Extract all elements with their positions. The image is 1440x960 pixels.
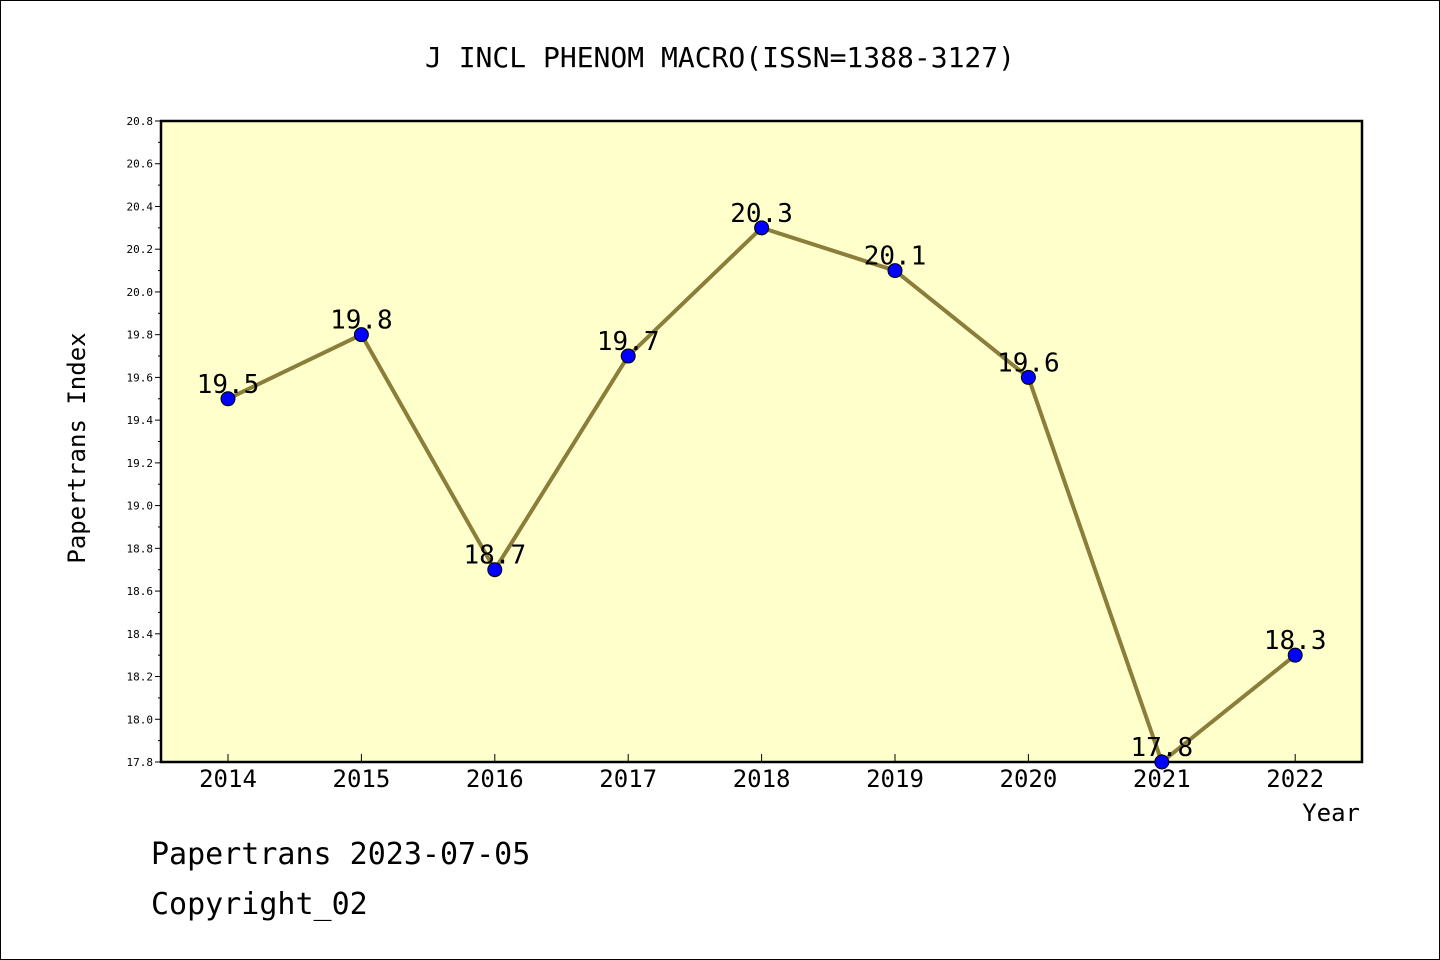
x-tick-label: 2016 (466, 765, 524, 793)
data-point (754, 220, 770, 236)
y-tick-label: 19.4 (127, 414, 154, 427)
y-tick-label: 18.8 (127, 542, 154, 555)
data-markers (220, 220, 1303, 770)
data-point (487, 562, 503, 578)
data-point (1020, 369, 1036, 385)
x-axis-label: Year (1302, 799, 1360, 827)
y-tick-label: 19.0 (127, 500, 154, 513)
x-tick-label: 2020 (1000, 765, 1058, 793)
y-tick-label: 20.8 (127, 115, 154, 128)
data-label: 19.6 (997, 348, 1060, 378)
x-tick-label: 2015 (333, 765, 391, 793)
y-tick-label: 18.6 (127, 585, 154, 598)
y-axis-ticks: 17.8 18.0 18.2 18.4 18.6 18.8 19.0 19.2 19.4 19.6… (127, 115, 161, 769)
footer-copyright: Copyright_02 (151, 887, 368, 922)
y-tick-label: 18.0 (127, 713, 154, 726)
y-tick-label: 20.0 (127, 286, 154, 299)
data-label: 19.8 (330, 306, 393, 336)
data-point (887, 263, 903, 279)
y-axis-label: Papertrans Index (63, 332, 91, 563)
y-tick-label: 19.8 (127, 329, 154, 342)
data-labels: 19.5 19.8 18.7 19.7 20.3 20.1 19.6 17.8 18.3 (197, 199, 1327, 763)
data-point (353, 327, 369, 343)
chart-title: J INCL PHENOM MACRO(ISSN=1388-3127) (425, 41, 1015, 74)
y-tick-label: 17.8 (127, 756, 154, 769)
y-tick-label: 19.2 (127, 457, 154, 470)
x-tick-label: 2022 (1266, 765, 1324, 793)
data-label: 20.1 (864, 242, 927, 272)
data-point (220, 391, 236, 407)
y-tick-label: 20.4 (127, 200, 154, 213)
data-label: 19.7 (597, 327, 660, 357)
data-point (1287, 647, 1303, 663)
x-tick-label: 2018 (733, 765, 791, 793)
data-label: 17.8 (1130, 733, 1193, 763)
y-tick-label: 18.2 (127, 671, 154, 684)
y-tick-label: 19.6 (127, 371, 154, 384)
x-tick-label: 2017 (599, 765, 657, 793)
data-label: 18.3 (1264, 626, 1327, 656)
x-tick-label: 2019 (866, 765, 924, 793)
x-tick-label: 2021 (1133, 765, 1191, 793)
data-label: 20.3 (730, 199, 793, 229)
x-axis-ticks: 2014 2015 2016 2017 2018 2019 2020 2021 2022 (199, 754, 1324, 793)
data-point (620, 348, 636, 364)
x-tick-label: 2014 (199, 765, 257, 793)
y-tick-label: 20.2 (127, 243, 154, 256)
footer-date: Papertrans 2023-07-05 (151, 837, 531, 872)
y-tick-label: 18.4 (127, 628, 154, 641)
data-point (1154, 754, 1170, 770)
data-label: 19.5 (197, 370, 260, 400)
data-label: 18.7 (463, 541, 526, 571)
y-tick-label: 20.6 (127, 158, 154, 171)
